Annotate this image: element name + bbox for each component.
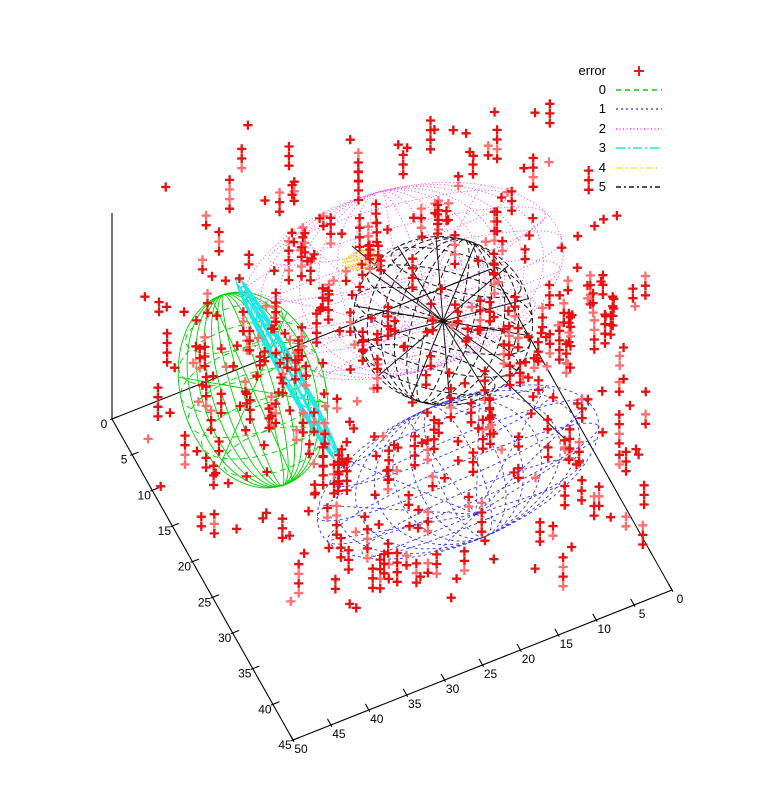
legend-label-error: error [578, 62, 606, 78]
legend-row-0: 0 [556, 80, 663, 99]
y-tick-label: 15 [560, 637, 574, 651]
y-tick-label: 25 [484, 667, 498, 681]
legend-label-2: 2 [598, 120, 606, 136]
legend-line-sample-5 [615, 180, 663, 194]
legend-label-3: 3 [598, 140, 606, 156]
y-tick-label: 5 [639, 607, 646, 621]
x-tick-label: 20 [178, 560, 192, 574]
cluster-5-spoke [351, 245, 444, 322]
x-tick-label: 25 [198, 595, 212, 609]
legend-row-error: error [556, 61, 663, 80]
axes-front [109, 213, 674, 743]
legend-line-sample-3 [615, 141, 663, 155]
error-plus-marker-icon [615, 64, 663, 78]
legend-line-sample-0 [615, 83, 663, 97]
legend-line-sample-1 [615, 102, 663, 116]
cluster-2-ellipsoid [240, 181, 564, 381]
y-tick-label: 45 [332, 727, 346, 741]
plus-icon [634, 65, 644, 76]
legend-label-1: 1 [598, 101, 606, 117]
legend-label-0: 0 [598, 82, 606, 98]
legend-line-sample-4 [615, 161, 663, 175]
y-tick-label: 0 [677, 592, 684, 606]
x-tick-label: 5 [121, 453, 128, 467]
legend-row-4: 4 [556, 158, 663, 177]
y-tick-label: 35 [408, 697, 422, 711]
legend-label-5: 5 [598, 179, 606, 195]
error-points [140, 99, 651, 613]
error-points-light [143, 141, 651, 606]
x-tick-label: 35 [238, 667, 252, 681]
y-tick-label: 40 [370, 712, 384, 726]
x-tick-label: 45 [278, 738, 292, 752]
x-tick-label: 0 [101, 417, 108, 431]
x-tick-label: 30 [218, 631, 232, 645]
legend-line-sample-2 [615, 122, 663, 136]
legend-label-4: 4 [598, 159, 606, 175]
y-tick-label: 50 [294, 742, 308, 756]
legend-row-3: 3 [556, 139, 663, 158]
x-axis [111, 418, 294, 741]
y-tick-label: 20 [522, 652, 536, 666]
legend-row-5: 5 [556, 177, 663, 196]
error-points-main [140, 99, 651, 613]
legend: error 0 1 2 3 [556, 61, 663, 197]
legend-row-1: 1 [556, 100, 663, 119]
x-tick-label: 15 [158, 524, 172, 538]
y-tick-label: 30 [446, 682, 460, 696]
x-tick-label: 10 [138, 488, 152, 502]
legend-row-2: 2 [556, 119, 663, 138]
y-tick-label: 10 [598, 622, 612, 636]
x-tick-label: 40 [258, 702, 272, 716]
